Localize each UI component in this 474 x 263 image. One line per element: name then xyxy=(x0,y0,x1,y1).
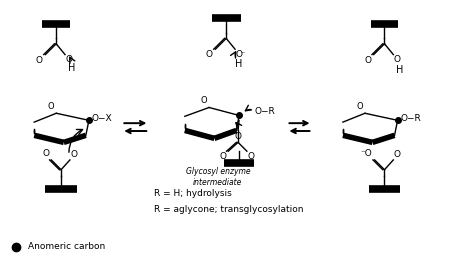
Text: H: H xyxy=(68,63,75,73)
Text: H: H xyxy=(235,59,243,69)
Text: O: O xyxy=(394,150,401,159)
Text: Anomeric carbon: Anomeric carbon xyxy=(28,242,106,251)
Text: O: O xyxy=(247,152,255,161)
Text: O: O xyxy=(36,55,43,64)
Text: O: O xyxy=(364,55,371,64)
Text: O−R: O−R xyxy=(401,114,421,123)
Text: ⁻O: ⁻O xyxy=(361,149,372,158)
Text: O−R: O−R xyxy=(254,107,275,116)
Text: O: O xyxy=(219,152,226,161)
Text: intermediate: intermediate xyxy=(193,178,243,187)
Text: O: O xyxy=(71,150,77,159)
Text: R = aglycone; transglycosylation: R = aglycone; transglycosylation xyxy=(154,205,304,214)
Text: H: H xyxy=(396,65,403,75)
Text: O: O xyxy=(48,102,55,111)
Text: ⁻: ⁻ xyxy=(241,50,245,59)
Text: O: O xyxy=(65,55,73,64)
Text: R = H; hydrolysis: R = H; hydrolysis xyxy=(154,189,232,198)
Text: O: O xyxy=(394,55,401,64)
Text: O−X: O−X xyxy=(92,114,112,123)
Text: O: O xyxy=(356,102,363,111)
Text: Glycosyl enzyme: Glycosyl enzyme xyxy=(186,167,250,176)
Text: O: O xyxy=(201,96,207,105)
Text: O: O xyxy=(235,132,242,141)
Text: O: O xyxy=(236,50,243,59)
Text: O: O xyxy=(206,50,213,59)
Text: O: O xyxy=(43,149,50,158)
